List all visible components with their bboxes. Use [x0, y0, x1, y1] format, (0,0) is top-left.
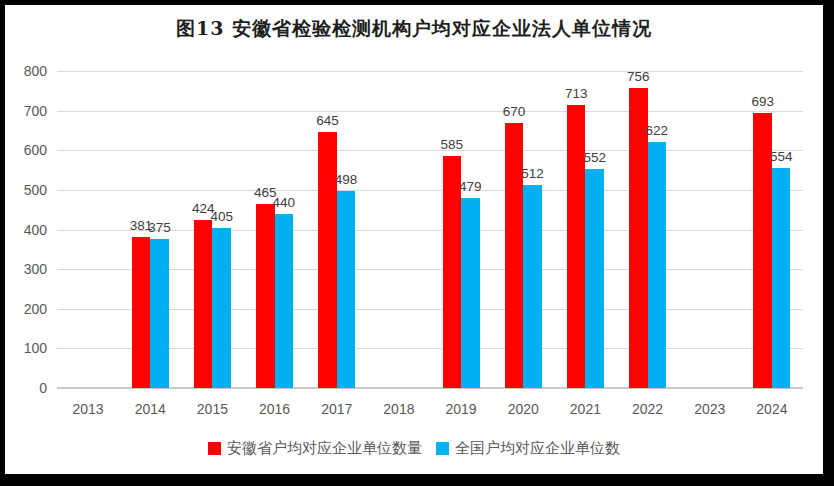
- data-label-2024-series2: 554: [759, 149, 803, 164]
- bar-2020-series1: [505, 123, 524, 388]
- x-axis-tick-2013: 2013: [57, 401, 119, 417]
- legend-label: 全国户均对应企业单位数: [455, 439, 620, 458]
- data-label-2024-series1: 693: [741, 94, 785, 109]
- y-axis-tick-700: 700: [7, 104, 47, 118]
- data-label-2020-series1: 670: [492, 104, 536, 119]
- data-label-2021-series2: 552: [573, 150, 617, 165]
- bar-2019-series2: [461, 198, 480, 388]
- data-label-2017-series1: 645: [306, 113, 350, 128]
- bar-2016-series1: [256, 204, 275, 388]
- data-label-2016-series2: 440: [262, 195, 306, 210]
- legend-item-1: 安徽省户均对应企业单位数量: [208, 439, 422, 458]
- data-label-2014-series2: 375: [138, 220, 182, 235]
- bar-2022-series2: [648, 142, 667, 388]
- bar-2014-series1: [132, 237, 151, 388]
- data-label-2022-series1: 756: [616, 69, 660, 84]
- data-label-2022-series2: 622: [635, 123, 679, 138]
- x-axis-tick-2024: 2024: [741, 401, 803, 417]
- y-axis-tick-200: 200: [7, 302, 47, 316]
- gridline-0: [57, 387, 803, 389]
- data-label-2020-series2: 512: [511, 166, 555, 181]
- x-axis-tick-2022: 2022: [617, 401, 679, 417]
- gridline-800: [57, 71, 803, 72]
- chart-frame: 图13 安徽省检验检测机构户均对应企业法人单位情况 0 100 200 300 400 5…: [5, 5, 823, 474]
- bar-2015-series2: [212, 228, 231, 388]
- gridline-200: [57, 309, 803, 310]
- bar-2016-series2: [275, 214, 294, 388]
- gridline-100: [57, 348, 803, 349]
- x-axis-tick-2017: 2017: [306, 401, 368, 417]
- data-label-2019-series2: 479: [448, 179, 492, 194]
- bar-2021-series2: [585, 169, 604, 388]
- x-axis-tick-2020: 2020: [492, 401, 554, 417]
- legend-swatch-icon: [208, 442, 221, 455]
- x-axis-tick-2021: 2021: [554, 401, 616, 417]
- y-axis-tick-800: 800: [7, 64, 47, 78]
- data-label-2019-series1: 585: [430, 137, 474, 152]
- y-axis-tick-400: 400: [7, 223, 47, 237]
- y-axis-tick-100: 100: [7, 341, 47, 355]
- data-label-2017-series2: 498: [324, 172, 368, 187]
- x-axis-tick-2018: 2018: [368, 401, 430, 417]
- chart-legend: 安徽省户均对应企业单位数量 全国户均对应企业单位数: [5, 439, 823, 458]
- bar-2024-series2: [772, 168, 791, 388]
- gridline-300: [57, 269, 803, 270]
- legend-label: 安徽省户均对应企业单位数量: [227, 439, 422, 458]
- data-label-2015-series2: 405: [200, 209, 244, 224]
- chart-title: 图13 安徽省检验检测机构户均对应企业法人单位情况: [5, 16, 823, 42]
- data-label-2021-series1: 713: [554, 86, 598, 101]
- x-axis-tick-2016: 2016: [244, 401, 306, 417]
- legend-item-2: 全国户均对应企业单位数: [436, 439, 620, 458]
- gridline-700: [57, 111, 803, 112]
- bar-2015-series1: [194, 220, 213, 388]
- x-axis-tick-2023: 2023: [679, 401, 741, 417]
- x-axis-tick-2014: 2014: [119, 401, 181, 417]
- bar-2014-series2: [150, 239, 169, 388]
- legend-swatch-icon: [436, 442, 449, 455]
- bar-2021-series1: [567, 105, 586, 388]
- bar-2017-series2: [337, 191, 356, 388]
- gridline-500: [57, 190, 803, 191]
- y-axis-tick-0: 0: [7, 381, 47, 395]
- bar-2020-series2: [523, 185, 542, 388]
- x-axis-tick-2015: 2015: [181, 401, 243, 417]
- y-axis-tick-600: 600: [7, 143, 47, 157]
- x-axis-tick-2019: 2019: [430, 401, 492, 417]
- y-axis-tick-300: 300: [7, 262, 47, 276]
- y-axis-tick-500: 500: [7, 183, 47, 197]
